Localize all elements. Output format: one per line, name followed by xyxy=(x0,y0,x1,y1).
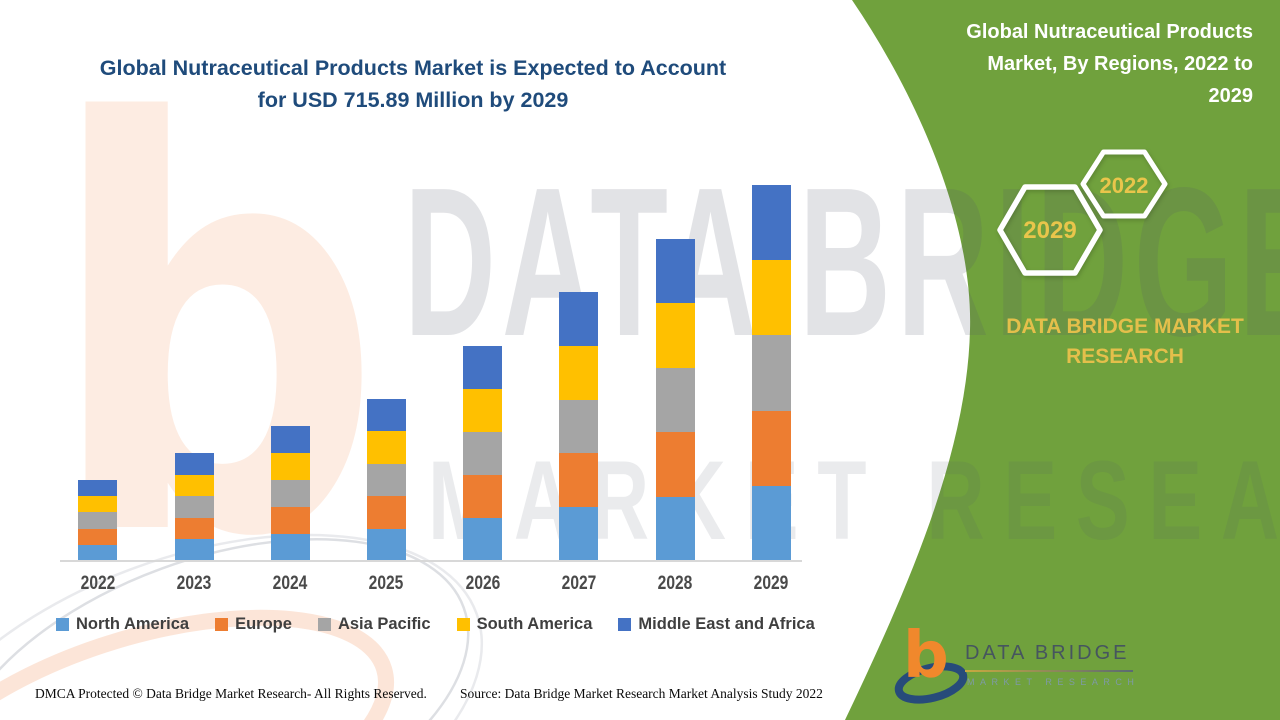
bar-2026 xyxy=(463,345,503,561)
x-axis-label-2029: 2029 xyxy=(753,573,789,594)
chart-legend: North America Europe Asia Pacific South Ame… xyxy=(56,615,815,634)
side-panel-title-line2: Market, By Regions, 2022 to xyxy=(987,53,1253,75)
bar-segment-2029-europe xyxy=(751,410,791,486)
x-axis-label-2023: 2023 xyxy=(176,573,212,594)
dbmr-logo-subtitle: MARKET RESEARCH xyxy=(967,677,1140,687)
bar-2027 xyxy=(559,291,599,561)
legend-label-middle-east-and-africa: Middle East and Africa xyxy=(638,615,815,633)
bar-segment-2026-south-america xyxy=(463,388,503,432)
brand-wordmark: DATA BRIDGE MARKET RESEARCH xyxy=(960,312,1280,372)
page-title-line1: Global Nutraceutical Products Market is … xyxy=(99,56,727,80)
bar-segment-2027-asia-pacific xyxy=(559,399,599,454)
bar-segment-2024-europe xyxy=(270,506,310,534)
legend-swatch-north-america xyxy=(56,618,69,631)
bar-segment-2027-middle-east-and-africa xyxy=(559,291,599,346)
bar-2022 xyxy=(78,480,118,561)
legend-item-south-america: South America xyxy=(456,615,593,634)
bar-2025 xyxy=(366,399,406,561)
dbmr-logo: b DATA BRIDGE MARKET RESEARCH xyxy=(893,624,1143,710)
x-axis-label-2024: 2024 xyxy=(272,573,308,594)
legend-item-middle-east-and-africa: Middle East and Africa xyxy=(618,615,815,634)
legend-item-asia-pacific: Asia Pacific xyxy=(317,615,431,634)
source-note: Source: Data Bridge Market Research Mark… xyxy=(460,686,823,701)
x-axis-label-2028: 2028 xyxy=(657,573,693,594)
hexagon-2022-label: 2022 xyxy=(1099,173,1149,198)
x-axis-label-2027: 2027 xyxy=(561,573,597,594)
bar-segment-2022-south-america xyxy=(78,496,118,513)
x-axis-label-2025: 2025 xyxy=(368,573,404,594)
bar-segment-2025-north-america xyxy=(366,528,406,561)
legend-label-europe: Europe xyxy=(235,615,292,633)
bar-segment-2029-middle-east-and-africa xyxy=(751,185,791,261)
bar-segment-2028-middle-east-and-africa xyxy=(655,238,695,304)
legend-label-south-america: South America xyxy=(476,615,593,633)
side-panel-title-line1: Global Nutraceutical Products xyxy=(966,21,1253,43)
side-panel-title-line3: 2029 xyxy=(1208,85,1254,107)
brand-wordmark-line2: RESEARCH xyxy=(1066,345,1184,368)
side-panel-title: Global Nutraceutical Products Market, By… xyxy=(905,16,1253,112)
bar-segment-2023-middle-east-and-africa xyxy=(174,453,214,475)
hexagon-2029-label: 2029 xyxy=(1023,217,1077,244)
bar-segment-2023-europe xyxy=(174,517,214,540)
bar-segment-2029-south-america xyxy=(751,260,791,336)
x-axis-line xyxy=(60,560,802,562)
x-axis-label-2022: 2022 xyxy=(80,573,116,594)
bar-segment-2025-south-america xyxy=(366,431,406,464)
legend-label-north-america: North America xyxy=(76,615,190,633)
dbmr-logo-name: DATA BRIDGE xyxy=(965,642,1130,664)
bar-segment-2024-south-america xyxy=(270,453,310,480)
legend-swatch-asia-pacific xyxy=(317,618,331,631)
bar-segment-2023-north-america xyxy=(174,539,214,561)
legend-swatch-middle-east-and-africa xyxy=(618,618,632,631)
page-title: Global Nutraceutical Products Market is … xyxy=(45,52,781,116)
bar-2024 xyxy=(270,426,310,561)
bar-2029 xyxy=(751,185,791,561)
x-axis-label-2026: 2026 xyxy=(465,573,500,594)
bar-segment-2028-europe xyxy=(655,432,695,497)
bar-2028 xyxy=(655,238,695,561)
bar-segment-2023-south-america xyxy=(174,474,214,497)
bar-segment-2028-south-america xyxy=(655,303,695,368)
bar-segment-2025-middle-east-and-africa xyxy=(366,399,406,432)
bar-segment-2029-asia-pacific xyxy=(751,335,791,411)
dbmr-logo-swoosh-icon xyxy=(894,662,968,704)
bar-segment-2026-middle-east-and-africa xyxy=(463,345,503,389)
legend-label-asia-pacific: Asia Pacific xyxy=(337,615,431,633)
bar-segment-2022-europe xyxy=(78,528,118,545)
year-hexagons-icon xyxy=(997,149,1168,276)
bar-segment-2025-asia-pacific xyxy=(366,463,406,497)
dbmr-logo-underline xyxy=(965,670,1133,672)
bar-segment-2024-middle-east-and-africa xyxy=(270,426,310,453)
bar-segment-2022-north-america xyxy=(78,544,118,561)
bar-segment-2025-europe xyxy=(366,496,406,529)
bar-segment-2027-north-america xyxy=(559,507,599,561)
bar-segment-2027-south-america xyxy=(559,345,599,400)
hexagon-2022 xyxy=(1080,149,1168,219)
bar-segment-2022-middle-east-and-africa xyxy=(78,480,118,497)
bar-segment-2023-asia-pacific xyxy=(174,496,214,518)
legend-item-north-america: North America xyxy=(56,615,189,634)
bar-segment-2028-north-america xyxy=(655,496,695,561)
dbmr-logo-b-icon: b xyxy=(903,619,949,693)
legend-swatch-europe xyxy=(215,618,229,631)
bar-segment-2028-asia-pacific xyxy=(655,367,695,433)
bar-segment-2029-north-america xyxy=(751,485,791,561)
bar-segment-2024-north-america xyxy=(270,533,310,561)
bar-segment-2027-europe xyxy=(559,453,599,508)
bar-2023 xyxy=(174,453,214,561)
bar-segment-2026-europe xyxy=(463,474,503,518)
legend-swatch-south-america xyxy=(456,618,470,631)
page-title-line2: for USD 715.89 Million by 2029 xyxy=(257,88,569,112)
bar-segment-2026-north-america xyxy=(463,517,503,561)
brand-wordmark-line1: DATA BRIDGE MARKET xyxy=(1006,315,1244,338)
bar-segment-2026-asia-pacific xyxy=(463,431,503,475)
bar-segment-2024-asia-pacific xyxy=(270,479,310,507)
legend-item-europe: Europe xyxy=(215,615,292,634)
dmca-notice: DMCA Protected © Data Bridge Market Rese… xyxy=(35,686,427,701)
hexagon-2029 xyxy=(997,184,1103,276)
bar-segment-2022-asia-pacific xyxy=(78,512,118,529)
